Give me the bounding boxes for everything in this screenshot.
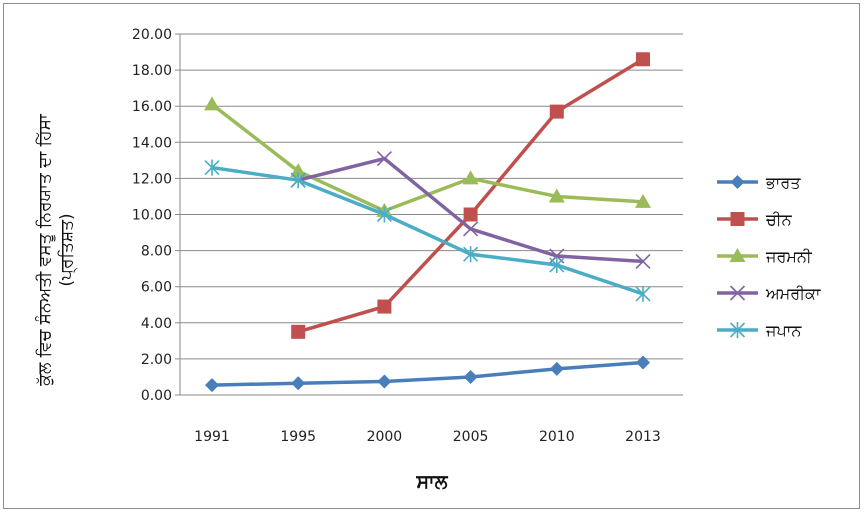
x-tick-label: 1995 — [280, 429, 316, 445]
legend: ਭਾਰਤ ਚੀਨ ਜਰਮਨੀ ਅਮਰੀਕਾ ਜਪਾਨ — [717, 173, 821, 340]
x-tick-label: 2010 — [539, 429, 575, 445]
legend-item: ਭਾਰਤ — [717, 173, 801, 192]
data-point — [548, 188, 565, 203]
y-tick-label: 8.00 — [141, 244, 172, 260]
series-line — [211, 360, 644, 387]
x-tick-label: 1991 — [194, 429, 230, 445]
grid-layer — [180, 33, 683, 360]
x-tick-label: 2000 — [367, 429, 403, 445]
x-tick-label: 2005 — [453, 429, 489, 445]
data-point — [290, 172, 306, 189]
data-point — [549, 361, 564, 376]
series-layer — [204, 52, 651, 393]
legend-label: ਚੀਨ — [765, 210, 793, 229]
data-point — [549, 257, 565, 274]
y-tick-label: 14.00 — [132, 135, 172, 151]
data-point — [463, 221, 479, 237]
data-point — [376, 206, 392, 223]
y-tick-label: 4.00 — [141, 316, 172, 332]
legend-item: ਚੀਨ — [717, 210, 793, 229]
data-point — [635, 285, 651, 302]
series-triangle — [204, 96, 651, 217]
data-point — [290, 163, 307, 178]
data-point — [463, 246, 479, 263]
x-tick-label: 2013 — [625, 429, 661, 445]
legend-label: ਅਮਰੀਕਾ — [765, 284, 821, 303]
y-tick-label: 0.00 — [141, 388, 172, 404]
legend-item: ਅਮਰੀਕਾ — [717, 284, 821, 303]
data-point — [729, 248, 746, 262]
legend-item: ਜਪਾਨ — [717, 321, 802, 340]
data-point — [730, 212, 745, 226]
data-point — [462, 170, 479, 185]
data-point — [730, 175, 745, 189]
series-star — [204, 159, 651, 302]
series-diamond — [205, 355, 650, 393]
data-point — [377, 374, 392, 389]
legend-label: ਭਾਰਤ — [765, 173, 801, 192]
y-tick-label: 20.00 — [132, 27, 172, 43]
y-axis-title-line-1: ਕੁੱਲ ਵਿਚ ਸੰਨਅਤੀ ਵਸਤੂ ਨਿਰਯਾਤ ਦਾ ਹਿੱਸਾ — [35, 113, 55, 387]
y-tick-label: 6.00 — [141, 280, 172, 296]
y-axis-title-line-2: (ਪ੍ਰਤਿਸ਼ਤ) — [57, 213, 78, 286]
y-tick-label: 16.00 — [132, 99, 172, 115]
data-point — [291, 376, 306, 391]
data-point — [377, 299, 392, 314]
y-tick-label: 2.00 — [141, 352, 172, 368]
axes-layer: 0.00 2.00 4.00 6.00 8.00 10.00 12.00 14.00 16.00… — [132, 27, 683, 445]
data-point — [291, 324, 306, 339]
data-point — [636, 52, 650, 67]
data-point — [204, 159, 220, 176]
legend-item: ਜਰਮਨੀ — [717, 247, 813, 266]
data-point — [729, 285, 746, 301]
data-point — [549, 104, 564, 119]
data-point — [463, 207, 478, 222]
data-point — [636, 355, 650, 370]
legend-label: ਜਰਮਨੀ — [765, 247, 813, 266]
data-point — [635, 193, 651, 208]
data-point — [205, 378, 219, 393]
x-axis-title: ਸਾਲ — [416, 471, 449, 493]
data-point — [376, 150, 392, 167]
y-tick-label: 18.00 — [132, 63, 172, 79]
legend-label: ਜਪਾਨ — [765, 321, 802, 340]
data-point — [635, 253, 651, 269]
y-tick-label: 12.00 — [132, 171, 172, 187]
y-tick-label: 10.00 — [132, 208, 172, 224]
data-point — [204, 96, 220, 111]
series-square — [291, 52, 650, 339]
data-point — [463, 369, 478, 384]
series-line — [211, 165, 644, 296]
data-point — [729, 322, 746, 338]
